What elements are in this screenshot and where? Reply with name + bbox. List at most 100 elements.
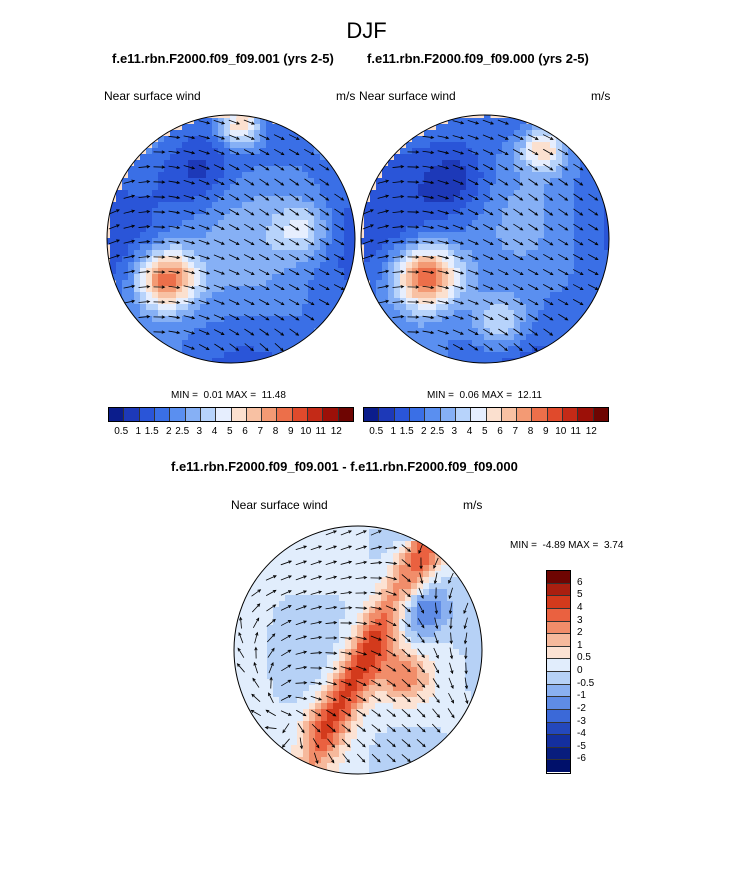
figure-title: DJF [346, 18, 387, 43]
colorbar-tick-label: 5 [577, 589, 583, 601]
colorbar-swatch [547, 697, 570, 710]
colorbar-tick-label: 3 [196, 426, 203, 437]
panel-2-units: m/s [591, 89, 611, 103]
colorbar-tick-label: 2 [421, 426, 427, 437]
colorbar-swatch [547, 408, 564, 421]
colorbar-swatch [170, 408, 186, 421]
colorbar-tick-label: 10 [555, 426, 567, 437]
colorbar-swatch [547, 608, 570, 622]
map-panel-2 [360, 114, 610, 364]
colorbar-swatch [547, 659, 570, 672]
colorbar-tick-label: 0.5 [114, 426, 129, 437]
colorbar-swatch [277, 408, 293, 421]
colorbar-tick-label: 1 [135, 426, 142, 437]
colorbar-tick-label: 8 [527, 426, 534, 437]
map-field [361, 115, 609, 363]
colorbar-tick-label: 5 [482, 426, 488, 437]
colorbar-tick-label: 7 [512, 426, 519, 437]
colorbar-swatch [455, 408, 472, 421]
panel-3-minmax: MIN = -4.89 MAX = 3.74 [510, 540, 624, 551]
colorbar-tick-label: 3 [577, 614, 583, 626]
colorbar-swatch [593, 408, 608, 421]
colorbar-swatch [200, 408, 217, 421]
colorbar-tick-label: 0 [577, 665, 583, 676]
colorbar-swatch [532, 408, 548, 421]
map-field [107, 115, 355, 363]
panel-3-title: f.e11.rbn.F2000.f09_f09.001 - f.e11.rbn.… [171, 459, 518, 474]
panel-1-units: m/s [336, 89, 356, 103]
colorbar-swatch [563, 408, 579, 421]
colorbar-tick-label: 1.5 [399, 426, 414, 437]
colorbar-tick-label: 2 [166, 426, 172, 437]
colorbar-tick-label: 1 [577, 639, 583, 651]
colorbar-tick-label: -4 [577, 728, 586, 740]
colorbar-tick-label: -0.5 [577, 677, 595, 689]
colorbar-swatch [216, 408, 232, 421]
colorbar-tick-label: 6 [577, 576, 583, 588]
panel-3-colorbar-ticks: 6 5 4 3 2 1 0.5 0 -0.5 -1 -2 -3 -4 -5 -6 [575, 570, 605, 772]
colorbar-tick-label: 8 [272, 426, 279, 437]
colorbar-swatch [547, 596, 570, 609]
colorbar-tick-label: 4 [211, 426, 218, 437]
colorbar-tick-label: 1 [390, 426, 397, 437]
map-field [234, 526, 482, 774]
colorbar-swatch [323, 408, 339, 421]
colorbar-swatch [364, 408, 380, 421]
panel-1-minmax: MIN = 0.01 MAX = 11.48 [171, 390, 286, 401]
colorbar-swatch [231, 408, 247, 421]
colorbar-tick-label: 2.5 [175, 426, 190, 437]
panel-2-minmax: MIN = 0.06 MAX = 12.11 [427, 390, 542, 401]
colorbar-swatch [379, 408, 395, 421]
panel-1-variable: Near surface wind [104, 89, 201, 103]
colorbar-swatch [185, 408, 201, 421]
panel-3-units: m/s [463, 498, 483, 512]
colorbar-swatch [517, 408, 533, 421]
panel-2-colorbar-ticks: 0.5 1 1.5 2 2.5 3 4 5 6 7 8 9 10 11 12 [363, 426, 607, 438]
colorbar-tick-label: 6 [242, 426, 248, 437]
colorbar-swatch [409, 408, 426, 421]
colorbar-tick-label: -3 [577, 715, 586, 727]
colorbar-tick-label: 10 [300, 426, 312, 437]
colorbar-swatch [547, 709, 570, 723]
colorbar-tick-label: 2 [577, 627, 583, 639]
colorbar-tick-label: -1 [577, 690, 586, 702]
colorbar-swatch [308, 408, 324, 421]
colorbar-tick-label: 7 [257, 426, 264, 437]
colorbar-swatch [246, 408, 263, 421]
colorbar-swatch [547, 634, 570, 647]
colorbar-tick-label: 4 [577, 601, 583, 613]
colorbar-swatch [394, 408, 410, 421]
colorbar-swatch [578, 408, 594, 421]
colorbar-tick-label: -2 [577, 702, 586, 714]
panel-2-title: f.e11.rbn.F2000.f09_f09.000 (yrs 2-5) [367, 51, 589, 66]
colorbar-tick-label: 6 [497, 426, 503, 437]
colorbar-swatch [139, 408, 155, 421]
colorbar-tick-label: -5 [577, 740, 586, 752]
colorbar-swatch [547, 583, 570, 597]
colorbar-tick-label: 0.5 [577, 652, 591, 664]
colorbar-tick-label: 2.5 [430, 426, 445, 437]
colorbar-tick-label: 9 [543, 426, 549, 437]
colorbar-swatch [262, 408, 278, 421]
colorbar-swatch [124, 408, 140, 421]
colorbar-swatch [547, 760, 570, 772]
colorbar-swatch [292, 408, 309, 421]
colorbar-swatch [501, 408, 518, 421]
colorbar-tick-label: 9 [288, 426, 294, 437]
colorbar-tick-label: 4 [466, 426, 473, 437]
colorbar-swatch [440, 408, 456, 421]
colorbar-swatch [547, 684, 570, 698]
colorbar-swatch [547, 747, 570, 761]
panel-2-variable: Near surface wind [359, 89, 456, 103]
colorbar-tick-label: -6 [577, 753, 586, 765]
colorbar-swatch [547, 722, 570, 736]
colorbar-swatch [154, 408, 171, 421]
colorbar-swatch [471, 408, 487, 421]
colorbar-swatch [547, 621, 570, 635]
colorbar-tick-label: 11 [315, 426, 326, 437]
colorbar-swatch [425, 408, 441, 421]
colorbar-tick-label: 5 [227, 426, 233, 437]
panel-3-variable: Near surface wind [231, 498, 328, 512]
colorbar-swatch [338, 408, 353, 421]
colorbar-swatch [547, 672, 570, 685]
